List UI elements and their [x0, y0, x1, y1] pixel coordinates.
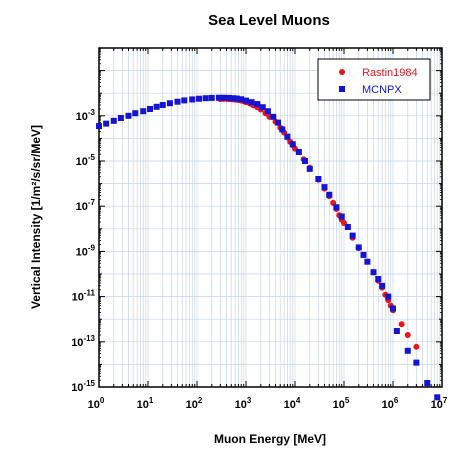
mcnpx-point — [248, 99, 255, 106]
mcnpx-point — [196, 95, 203, 102]
mcnpx-point — [333, 204, 340, 211]
mcnpx-point — [360, 251, 367, 258]
rastin1984-point — [413, 343, 420, 350]
mcnpx-point — [117, 114, 124, 121]
mcnpx-point — [275, 119, 282, 126]
mcnpx-point — [321, 184, 328, 191]
mcnpx-point — [238, 96, 245, 103]
mcnpx-point — [404, 347, 411, 354]
mcnpx-point — [279, 126, 286, 133]
legend-label-mcnpx: MCNPX — [362, 84, 402, 96]
mcnpx-point — [434, 394, 441, 401]
mcnpx-point — [181, 97, 188, 104]
x-tick-label: 103 — [235, 396, 252, 411]
mcnpx-point — [132, 110, 139, 117]
legend: Rastin1984 MCNPX — [317, 58, 431, 101]
mcnpx-point — [202, 95, 209, 102]
mcnpx-point — [96, 123, 102, 130]
mcnpx-point — [326, 191, 333, 198]
mcnpx-point — [375, 276, 382, 283]
y-tick-label: 10-13 — [71, 334, 95, 349]
mcnpx-point — [302, 158, 309, 164]
mcnpx-point — [413, 359, 420, 366]
mcnpx-point — [338, 213, 345, 220]
mcnpx-point — [220, 94, 227, 101]
y-tick-label: 10-7 — [76, 198, 96, 213]
mcnpx-point — [153, 103, 160, 110]
rastin1984-point — [398, 321, 405, 328]
plot-frame — [98, 47, 443, 388]
mcnpx-point — [306, 165, 313, 172]
y-tick-label: 10-5 — [76, 153, 96, 168]
mcnpx-point — [344, 224, 351, 231]
chart-title: Sea Level Muons — [208, 12, 330, 29]
mcnpx-point — [215, 94, 222, 101]
x-tick-labels: 100 101 102 103 104 105 106 107 — [88, 396, 448, 411]
x-tick-label: 106 — [382, 396, 399, 411]
mcnpx-point — [315, 175, 322, 182]
x-axis-label: Muon Energy [MeV] — [214, 432, 326, 446]
mcnpx-point — [259, 104, 266, 111]
x-tick-label: 107 — [431, 396, 448, 411]
mcnpx-point — [103, 120, 110, 127]
mcnpx-point — [385, 293, 392, 300]
legend-label-rastin1984: Rastin1984 — [362, 67, 418, 79]
mcnpx-point — [226, 94, 233, 101]
mcnpx-point — [355, 244, 362, 251]
mcnpx-point — [208, 94, 215, 101]
x-tick-label: 100 — [88, 396, 105, 411]
mcnpx-point — [370, 269, 377, 276]
legend-marker-mcnpx — [339, 86, 345, 92]
mcnpx-point — [289, 141, 296, 148]
mcnpx-point — [230, 95, 237, 102]
legend-box — [317, 58, 431, 101]
y-axis-label: Vertical Intensity [1/m²/s/sr/MeV] — [29, 125, 43, 309]
mcnpx-point — [189, 96, 196, 103]
x-tick-label: 104 — [284, 396, 301, 411]
mcnpx-point — [295, 149, 302, 156]
mcnpx-point — [349, 232, 356, 239]
mcnpx-point — [270, 113, 277, 120]
y-tick-labels: 10-15 10-13 10-11 10-9 10-7 10-5 10-3 — [71, 108, 95, 394]
y-tick-label: 10-9 — [76, 243, 96, 258]
mcnpx-point — [264, 108, 271, 115]
mcnpx-point — [364, 258, 371, 265]
mcnpx-point — [284, 133, 291, 140]
y-tick-label: 10-15 — [71, 379, 95, 394]
mcnpx-point — [147, 105, 154, 112]
mcnpx-point — [125, 112, 132, 119]
y-tick-label: 10-3 — [76, 108, 96, 123]
mcnpx-point — [159, 102, 166, 109]
x-tick-label: 105 — [333, 396, 350, 411]
mcnpx-point — [393, 328, 400, 335]
legend-marker-rastin1984 — [339, 69, 345, 75]
y-tick-label: 10-11 — [72, 289, 96, 304]
mcnpx-point — [110, 117, 117, 124]
mcnpx-point — [140, 108, 147, 115]
mcnpx-point — [254, 101, 261, 108]
mcnpx-point — [390, 305, 396, 312]
x-tick-label: 101 — [137, 396, 154, 411]
mcnpx-point — [174, 98, 181, 105]
mcnpx-point — [243, 97, 249, 104]
mcnpx-point — [379, 282, 386, 289]
data-points — [96, 94, 441, 401]
x-tick-label: 102 — [186, 396, 203, 411]
mcnpx-point — [233, 95, 240, 102]
mcnpx-point — [166, 100, 173, 107]
mcnpx-point — [424, 380, 431, 387]
rastin1984-point — [404, 331, 411, 338]
